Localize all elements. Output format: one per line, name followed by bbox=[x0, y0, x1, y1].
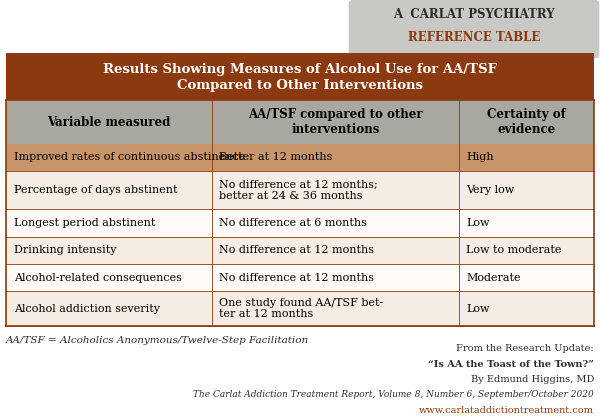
Text: Drinking intensity: Drinking intensity bbox=[14, 246, 116, 256]
Text: Longest period abstinent: Longest period abstinent bbox=[14, 218, 155, 228]
Text: Results Showing Measures of Alcohol Use for AA/TSF: Results Showing Measures of Alcohol Use … bbox=[103, 63, 497, 75]
Text: The Carlat Addiction Treatment Report, Volume 8, Number 6, September/October 202: The Carlat Addiction Treatment Report, V… bbox=[193, 390, 594, 399]
Bar bbox=[6, 171, 594, 209]
Bar bbox=[6, 209, 594, 237]
Text: Certainty of
evidence: Certainty of evidence bbox=[487, 108, 566, 136]
Bar bbox=[6, 53, 594, 100]
Text: No difference at 12 months;
better at 24 & 36 months: No difference at 12 months; better at 24… bbox=[220, 179, 378, 201]
Text: Very low: Very low bbox=[466, 185, 515, 195]
Text: Low: Low bbox=[466, 218, 490, 228]
Bar bbox=[6, 291, 594, 326]
Text: Low: Low bbox=[466, 304, 490, 314]
Text: No difference at 12 months: No difference at 12 months bbox=[220, 273, 374, 283]
Text: Moderate: Moderate bbox=[466, 273, 521, 283]
Text: www.carlataddictiontreatment.com: www.carlataddictiontreatment.com bbox=[419, 405, 594, 414]
FancyBboxPatch shape bbox=[348, 0, 600, 59]
Text: Alcohol-related consequences: Alcohol-related consequences bbox=[14, 273, 182, 283]
Text: One study found AA/TSF bet-
ter at 12 months: One study found AA/TSF bet- ter at 12 mo… bbox=[220, 298, 383, 319]
Bar bbox=[6, 144, 594, 171]
Text: AA/TSF compared to other
interventions: AA/TSF compared to other interventions bbox=[248, 108, 422, 136]
Bar bbox=[6, 237, 594, 264]
Text: No difference at 12 months: No difference at 12 months bbox=[220, 246, 374, 256]
Text: “Is AA the Toast of the Town?”: “Is AA the Toast of the Town?” bbox=[428, 359, 594, 369]
Text: Compared to Other Interventions: Compared to Other Interventions bbox=[177, 79, 423, 92]
Text: A  CARLAT PSYCHIATRY: A CARLAT PSYCHIATRY bbox=[393, 8, 555, 21]
Text: High: High bbox=[466, 153, 494, 163]
Text: Alcohol addiction severity: Alcohol addiction severity bbox=[14, 304, 160, 314]
Text: Better at 12 months: Better at 12 months bbox=[220, 153, 333, 163]
Bar bbox=[6, 264, 594, 291]
Text: REFERENCE TABLE: REFERENCE TABLE bbox=[408, 31, 540, 44]
Text: Percentage of days abstinent: Percentage of days abstinent bbox=[14, 185, 177, 195]
Text: Variable measured: Variable measured bbox=[47, 116, 170, 128]
Text: From the Research Update:: From the Research Update: bbox=[457, 344, 594, 353]
Text: AA/TSF = Alcoholics Anonymous/Twelve-Step Facilitation: AA/TSF = Alcoholics Anonymous/Twelve-Ste… bbox=[6, 336, 309, 345]
Bar bbox=[6, 100, 594, 144]
Text: Improved rates of continuous abstinence: Improved rates of continuous abstinence bbox=[14, 153, 245, 163]
Text: Low to moderate: Low to moderate bbox=[466, 246, 562, 256]
Text: No difference at 6 months: No difference at 6 months bbox=[220, 218, 367, 228]
Text: By Edmund Higgins, MD: By Edmund Higgins, MD bbox=[470, 375, 594, 384]
